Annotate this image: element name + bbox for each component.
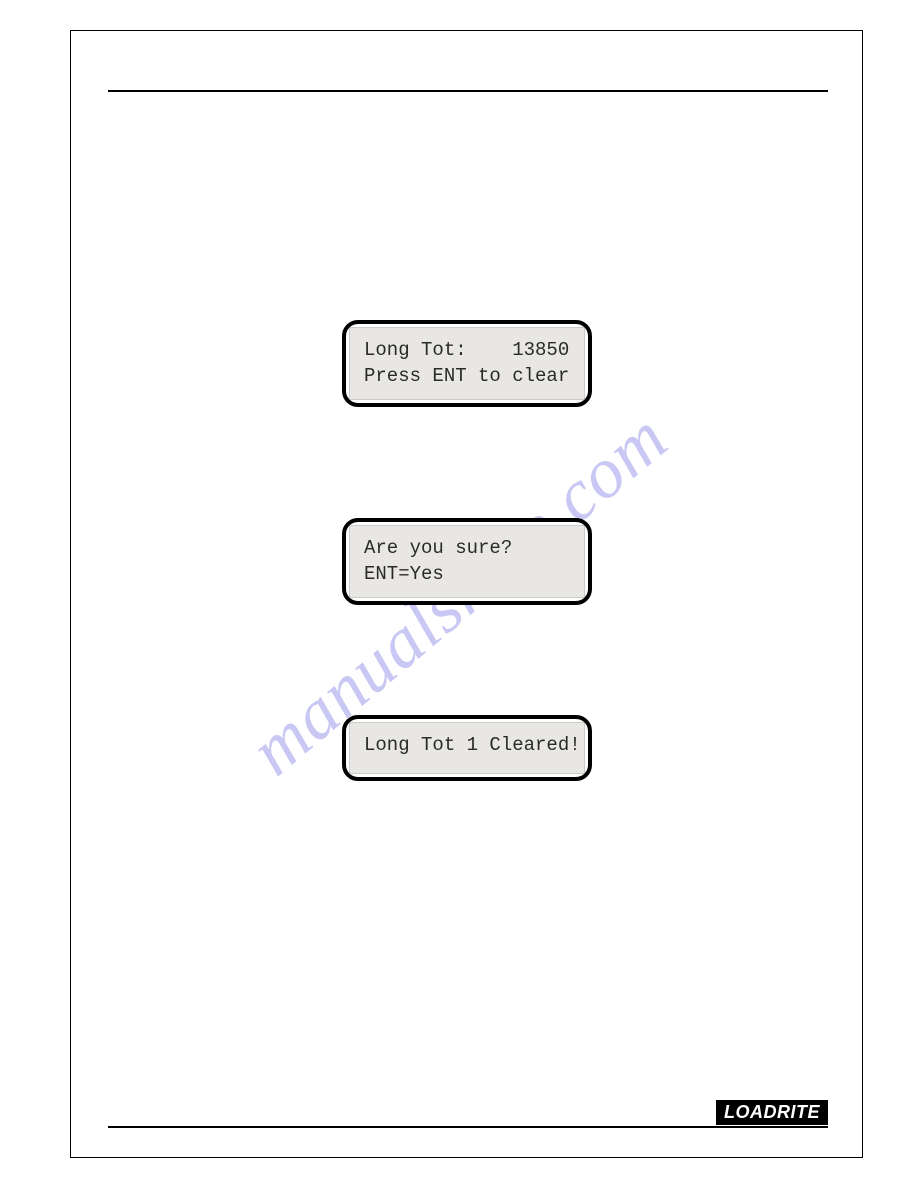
lcd-display-cleared: Long Tot 1 Cleared! <box>342 715 592 781</box>
lcd-inner: Long Tot: 13850 Press ENT to clear <box>349 327 585 400</box>
lcd-inner: Long Tot 1 Cleared! <box>349 722 585 774</box>
lcd-inner: Are you sure? ENT=Yes <box>349 525 585 598</box>
footer-divider <box>108 1126 828 1128</box>
header-divider <box>108 90 828 92</box>
lcd-line-1: Are you sure? <box>364 536 570 562</box>
brand-badge: LOADRITE <box>716 1100 828 1125</box>
lcd-line-2: Press ENT to clear <box>364 364 570 390</box>
lcd-line-2: ENT=Yes <box>364 562 570 588</box>
lcd-line-1: Long Tot: 13850 <box>364 338 570 364</box>
lcd-display-confirm: Are you sure? ENT=Yes <box>342 518 592 605</box>
lcd-line-1: Long Tot 1 Cleared! <box>364 733 570 759</box>
lcd-display-long-tot: Long Tot: 13850 Press ENT to clear <box>342 320 592 407</box>
